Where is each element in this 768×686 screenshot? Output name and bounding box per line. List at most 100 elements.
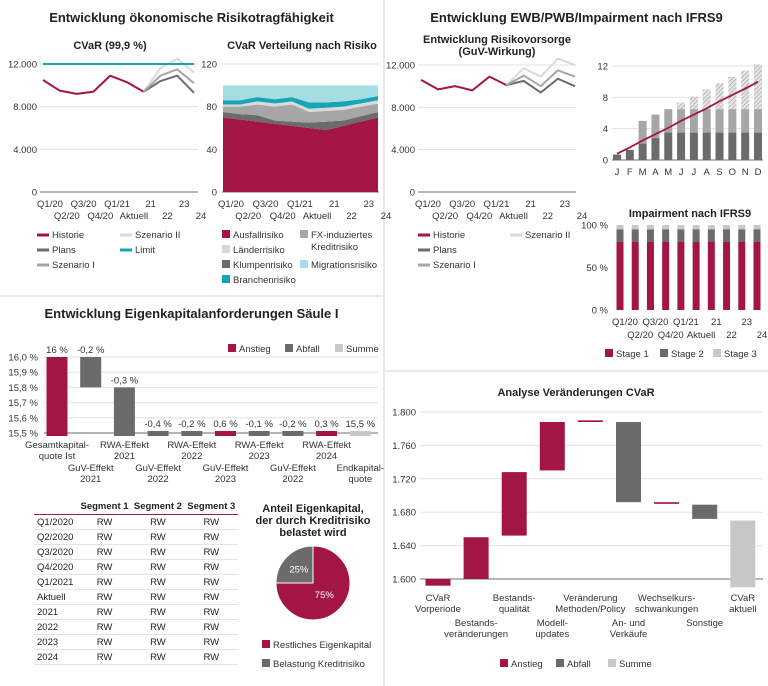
- table-row: 2023 RW RW RW: [34, 634, 238, 650]
- x-tick-label: updates: [535, 629, 569, 640]
- x-tick-label: Q3/20: [642, 317, 668, 328]
- trend-line: [616, 80, 759, 155]
- x-tick-label: Veränderung: [563, 593, 617, 604]
- waterfall-bar: [113, 387, 135, 436]
- legend-label: FX-induziertes: [311, 230, 372, 241]
- bar-segment: [753, 229, 761, 242]
- bar-segment: [707, 229, 715, 242]
- table-cell: RW: [77, 649, 132, 665]
- x-tick-label: Aktuell: [120, 211, 149, 222]
- x-tick-label: Aktuell: [499, 211, 528, 222]
- legend-label: Länderrisiko: [233, 245, 285, 256]
- bar-segment: [738, 229, 746, 242]
- bar-segment: [677, 132, 686, 160]
- x-tick-label: aktuell: [729, 604, 756, 615]
- x-tick-label: Q2/20: [432, 211, 458, 222]
- table-row: 2021 RW RW RW: [34, 604, 238, 620]
- bar-segment: [715, 132, 724, 160]
- waterfall-bar: [654, 502, 680, 504]
- x-tick-label: Gesamtkapital-: [25, 440, 89, 451]
- x-tick-label: Methoden/Policy: [555, 604, 625, 615]
- table-cell: RW: [77, 619, 132, 635]
- bar-segment: [753, 242, 761, 310]
- y-tick-label: 16,0 %: [8, 353, 38, 364]
- table-cell: RW: [77, 544, 132, 560]
- y-tick-label: 4.000: [13, 145, 37, 156]
- legend-swatch: [222, 275, 230, 283]
- table-row: 2024 RW RW RW: [34, 649, 238, 665]
- chart-title: CVaR (99,9 %): [73, 40, 147, 52]
- table-cell: RW: [184, 514, 238, 530]
- legend-label: Restliches Eigenkapital: [273, 640, 371, 651]
- y-tick-label: 50 %: [586, 263, 608, 274]
- table-cell: RW: [184, 589, 238, 605]
- legend-label: Abfall: [567, 659, 591, 670]
- x-tick-label: qualität: [499, 604, 530, 615]
- row-label: 2022: [34, 619, 78, 635]
- data-label: 16 %: [46, 345, 68, 356]
- x-tick-label: Q3/20: [449, 199, 475, 210]
- y-tick-label: 0: [212, 188, 217, 199]
- x-tick-label: 2021: [114, 451, 135, 462]
- waterfall-bar: [501, 472, 527, 536]
- legend-swatch: [605, 349, 613, 357]
- bar-segment: [638, 120, 647, 144]
- row-label: Q2/2020: [34, 529, 78, 545]
- x-tick-label: Q1/21: [104, 199, 130, 210]
- bar-segment: [616, 229, 624, 242]
- row-label: Q1/2021: [34, 574, 78, 590]
- waterfall-bar: [730, 520, 756, 588]
- x-tick-label: Q2/20: [54, 211, 80, 222]
- table-cell: RW: [131, 619, 185, 635]
- legend-label: Anstieg: [239, 344, 271, 355]
- legend-swatch: [556, 659, 564, 667]
- bar-segment: [728, 132, 737, 160]
- x-tick-label: quote: [348, 474, 372, 485]
- bar-segment: [677, 242, 685, 310]
- x-tick-label: Q4/20: [466, 211, 492, 222]
- legend-label: Limit: [135, 245, 155, 256]
- bar-segment: [638, 143, 647, 160]
- x-tick-label: 22: [162, 211, 173, 222]
- row-label: 2023: [34, 634, 78, 650]
- column-header: Segment 2: [131, 500, 185, 515]
- legend-label: Anstieg: [511, 659, 543, 670]
- x-tick-label: GuV-Effekt: [270, 463, 316, 474]
- area-1: [223, 112, 378, 131]
- bar-segment: [689, 96, 698, 110]
- legend-swatch: [222, 260, 230, 268]
- series-line-szenario-i: [506, 69, 576, 88]
- segment-table: Segment 1 Segment 2 Segment 3 Q1/2020 RW R…: [34, 500, 238, 665]
- column-header: Segment 3: [184, 500, 238, 515]
- y-tick-label: 100 %: [581, 221, 608, 232]
- bar-segment: [646, 225, 654, 230]
- bar-segment: [741, 109, 750, 133]
- y-tick-label: 1.640: [392, 541, 416, 552]
- table-cell: RW: [77, 559, 132, 575]
- y-tick-label: 40: [206, 145, 217, 156]
- waterfall-bar: [577, 420, 603, 423]
- x-tick-label: 22: [726, 330, 737, 341]
- row-label: Q4/2020: [34, 559, 78, 575]
- bar-segment: [631, 225, 639, 230]
- bar-segment: [707, 225, 715, 230]
- x-tick-label: J: [692, 167, 697, 178]
- series-line-plans: [506, 77, 576, 94]
- table-cell: RW: [77, 604, 132, 620]
- area-3: [223, 100, 378, 112]
- bar-segment: [707, 242, 715, 310]
- y-tick-label: 0 %: [592, 306, 609, 317]
- bar-segment: [702, 132, 711, 160]
- legend-label: Belastung Kreditrisiko: [273, 659, 365, 670]
- bar-segment: [646, 229, 654, 242]
- table-row: Aktuell RW RW RW: [34, 589, 238, 605]
- x-tick-label: Aktuell: [303, 211, 332, 222]
- series-line-szenario-ii: [505, 57, 576, 86]
- chart-title: der durch Kreditrisiko: [256, 515, 371, 527]
- x-tick-label: 23: [179, 199, 190, 210]
- bar-segment: [702, 89, 711, 110]
- x-tick-label: Q4/20: [270, 211, 296, 222]
- legend-label: Klumpenrisiko: [233, 260, 293, 271]
- pie-slice: [275, 545, 314, 584]
